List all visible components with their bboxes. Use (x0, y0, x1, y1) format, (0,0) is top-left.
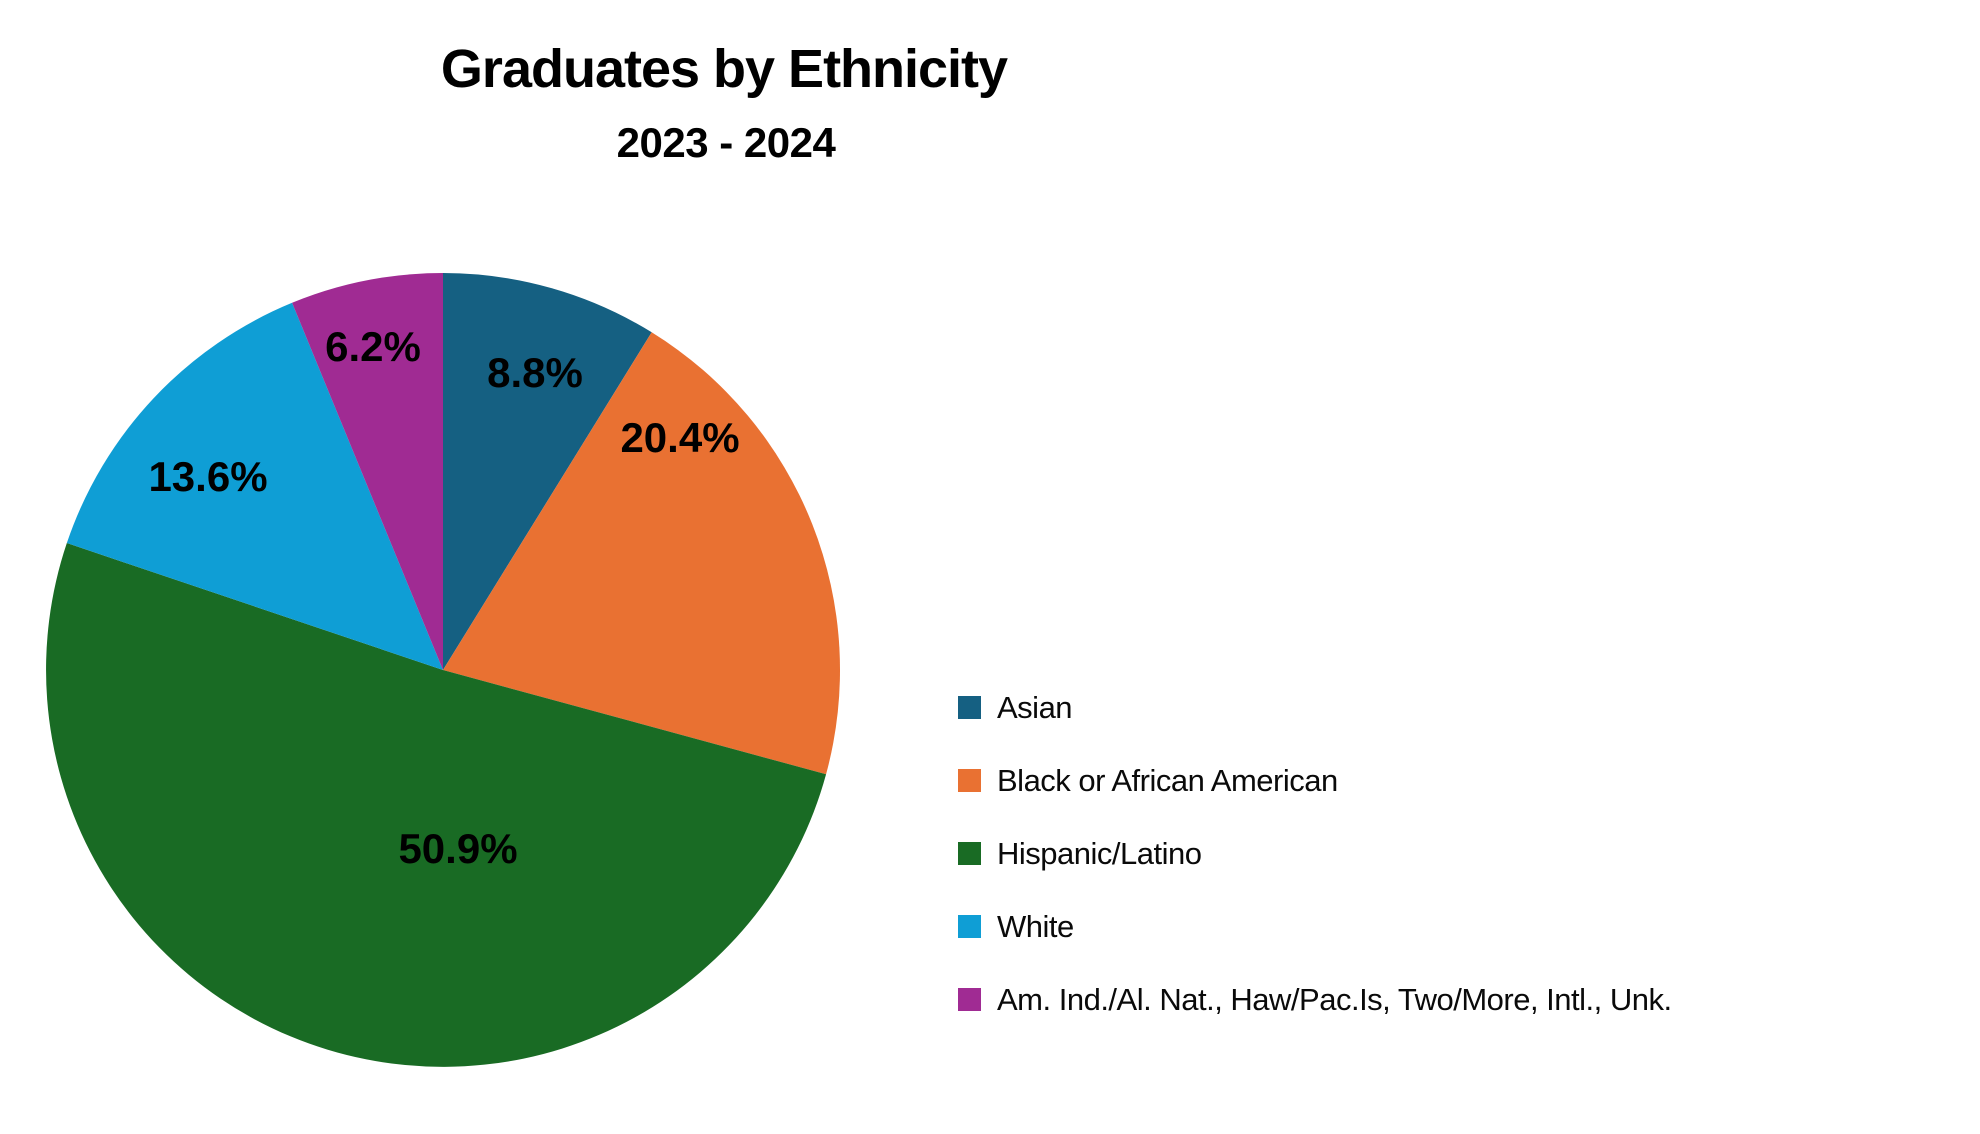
legend-label: Hispanic/Latino (997, 836, 1202, 871)
legend-label: Asian (997, 690, 1073, 725)
legend-label: White (997, 909, 1074, 944)
data-label-am-ind-al-nat-haw-pac-is-two-more-intl-u: 6.2% (325, 323, 421, 370)
pie-slice-hispanic-latino (46, 543, 827, 1067)
data-label-white: 13.6% (148, 453, 268, 500)
legend-item-asian: Asian (958, 671, 1672, 744)
legend-label: Am. Ind./Al. Nat., Haw/Pac.Is, Two/More,… (997, 982, 1672, 1017)
legend-item-white: White (958, 890, 1672, 963)
legend-marker-icon (958, 769, 981, 792)
pie-slice-asian (443, 273, 652, 670)
chart-subtitle: 2023 - 2024 (616, 119, 836, 166)
pie-slice-black-or-african-american (443, 332, 841, 775)
legend-item-black-or-african-american: Black or African American (958, 744, 1672, 817)
pie-slice-am-ind-al-nat-haw-pac-is-two-more-intl-u (292, 273, 443, 670)
data-label-black-or-african-american: 20.4% (620, 414, 740, 461)
pie-slice-white (66, 302, 443, 670)
chart-title: Graduates by Ethnicity (440, 39, 1008, 99)
chart-legend: Asian Black or African American Hispanic/L… (958, 671, 1672, 1036)
legend-label: Black or African American (997, 763, 1338, 798)
legend-marker-icon (958, 915, 981, 938)
legend-item-hispanic-latino: Hispanic/Latino (958, 817, 1672, 890)
data-label-hispanic-latino: 50.9% (398, 825, 518, 872)
legend-marker-icon (958, 696, 981, 719)
data-label-asian: 8.8% (487, 349, 583, 396)
legend-item-am-ind-al-nat-haw-pac-is-two-more-intl-u: Am. Ind./Al. Nat., Haw/Pac.Is, Two/More,… (958, 963, 1672, 1036)
legend-marker-icon (958, 842, 981, 865)
legend-marker-icon (958, 988, 981, 1011)
